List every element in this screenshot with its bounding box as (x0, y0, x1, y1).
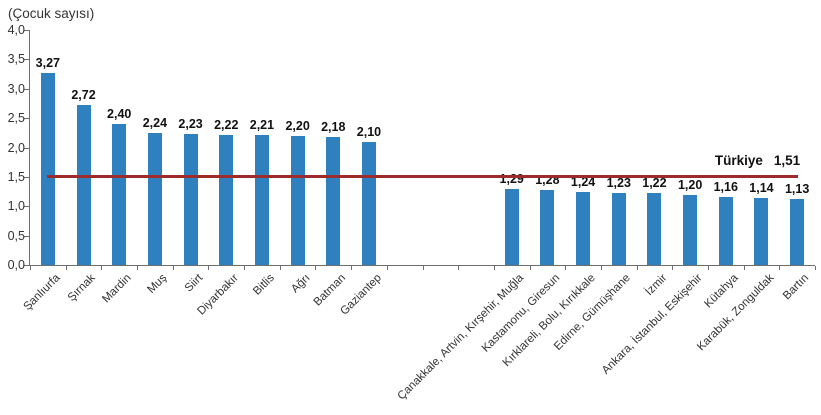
x-tick (529, 266, 531, 270)
y-tick-label: 1,5 (7, 169, 25, 184)
x-tick (743, 266, 745, 270)
bar (647, 193, 662, 265)
bar-value-label: 1,24 (570, 175, 596, 190)
y-tick (24, 235, 29, 237)
y-tick-label: 0,0 (7, 258, 25, 272)
x-category-label: Çanakkale, Artvin, Kırşehir, Muğla (395, 272, 527, 403)
x-category-label: İzmir (642, 272, 669, 299)
y-tick-label: 4,0 (7, 23, 25, 37)
bar (40, 72, 55, 265)
x-tick (600, 266, 602, 270)
x-tick (172, 266, 174, 270)
y-tick-label: 3,0 (7, 81, 25, 96)
y-tick-label: 1,0 (7, 199, 25, 214)
bar-value-label: 2,40 (107, 107, 132, 121)
bar-value-label: 1,13 (784, 181, 810, 196)
bar (683, 194, 698, 265)
bar-value-label: 1,20 (677, 177, 703, 192)
bar (147, 133, 162, 265)
y-tick (24, 59, 29, 61)
x-tick (65, 266, 67, 270)
bar-value-label: 2,21 (249, 118, 275, 133)
x-tick (815, 266, 816, 270)
x-tick (30, 266, 31, 270)
bar (718, 196, 733, 265)
x-axis-line (29, 265, 815, 266)
x-tick (208, 266, 210, 270)
x-tick (707, 266, 709, 270)
bar (611, 192, 626, 265)
turkiye-reference-line (46, 174, 799, 178)
x-category-label: Bartın (781, 272, 812, 303)
x-category-label: Muş (145, 272, 170, 296)
x-category-label: Ağrı (288, 272, 313, 296)
y-tick-label: 2,5 (7, 111, 25, 126)
y-tick-label: 3,5 (7, 52, 25, 67)
bar-value-label: 2,22 (214, 117, 239, 132)
bar (540, 189, 555, 265)
x-tick (244, 266, 246, 270)
bar (76, 105, 91, 265)
x-tick (458, 266, 460, 270)
x-category-label: Şanlıurfa (21, 272, 63, 314)
bar-value-label: 2,10 (356, 124, 382, 139)
bar-value-label: 1,16 (713, 179, 738, 194)
bar (290, 135, 305, 265)
bar (754, 198, 769, 265)
y-tick (24, 30, 29, 31)
x-tick (279, 266, 281, 270)
bar (361, 141, 376, 265)
bar-value-label: 3,27 (35, 55, 60, 70)
x-tick (386, 266, 388, 270)
y-tick (24, 118, 29, 120)
y-tick (24, 265, 29, 266)
y-tick-label: 2,0 (7, 140, 25, 155)
x-tick (351, 266, 353, 270)
reference-line-label: Türkiye 1,51 (715, 153, 800, 168)
y-tick (24, 88, 29, 90)
bar-value-label: 2,23 (178, 116, 203, 131)
y-tick-label: 0,5 (7, 228, 25, 243)
x-tick (565, 266, 567, 270)
x-category-label: Mardin (100, 272, 134, 306)
y-tick (24, 147, 29, 149)
bar-value-label: 2,24 (142, 116, 168, 131)
bar (790, 198, 805, 265)
x-category-label: Şırnak (66, 272, 99, 304)
bar (183, 133, 198, 265)
x-category-label: Bitlis (250, 272, 277, 298)
x-tick (672, 266, 674, 270)
bar-value-label: 1,22 (642, 176, 667, 191)
y-tick (24, 206, 29, 208)
bar (219, 134, 234, 265)
x-tick (137, 266, 139, 270)
bar-value-label: 2,20 (285, 118, 310, 133)
bar (504, 189, 519, 265)
y-axis-line (29, 30, 30, 266)
x-tick (101, 266, 103, 270)
reference-line-country: Türkiye (714, 153, 763, 169)
reference-line-value: 1,51 (773, 153, 801, 169)
x-tick (636, 266, 638, 270)
bar-value-label: 2,72 (71, 88, 96, 103)
bar-value-label: 1,14 (749, 181, 774, 196)
bar (576, 192, 591, 265)
bar (326, 136, 341, 265)
y-tick (24, 176, 29, 178)
bar-value-label: 2,18 (321, 119, 346, 134)
y-axis-title: (Çocuk sayısı) (8, 6, 95, 21)
x-tick (493, 266, 495, 270)
x-tick (422, 266, 424, 270)
bar (112, 124, 127, 265)
x-tick (779, 266, 781, 270)
x-category-label: Siirt (182, 272, 206, 295)
x-tick (315, 266, 317, 270)
bar (254, 135, 269, 265)
bar-value-label: 1,23 (606, 175, 631, 190)
